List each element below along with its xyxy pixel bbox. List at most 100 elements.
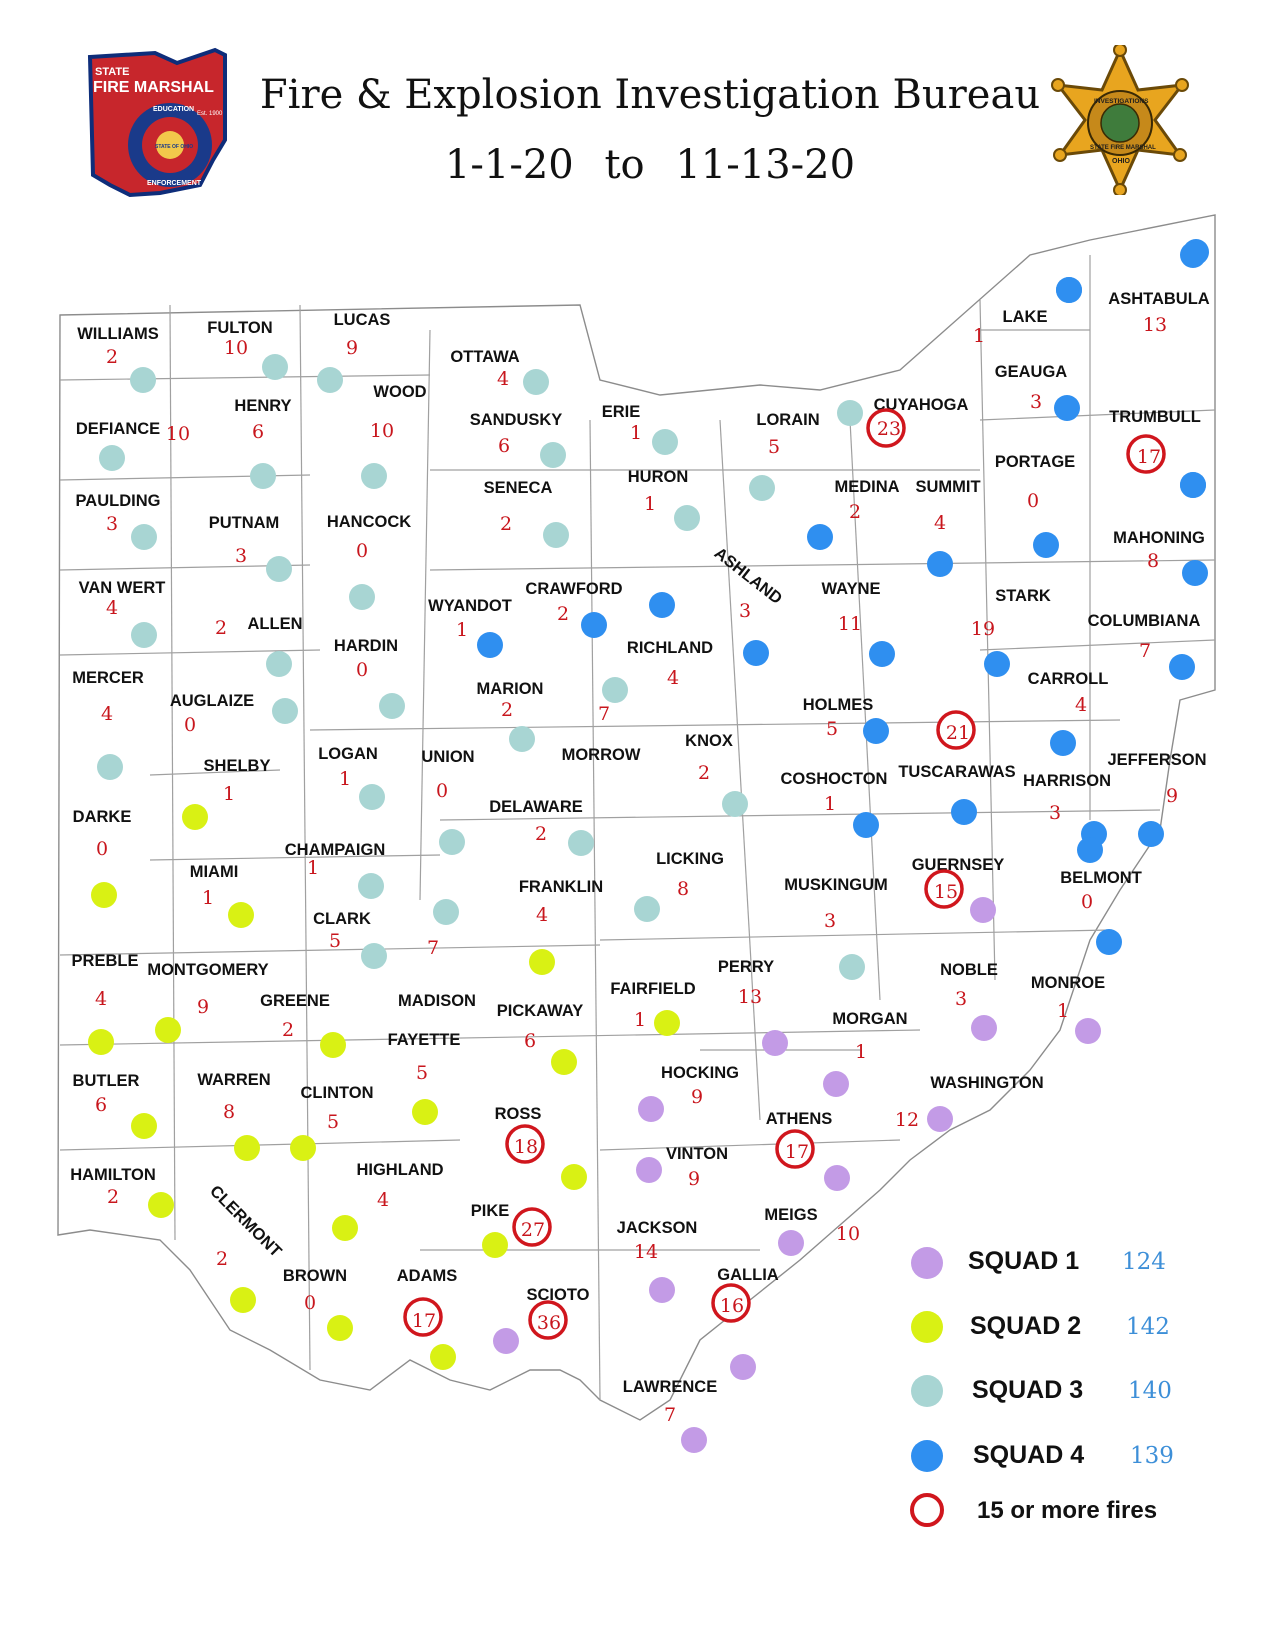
squad-dot <box>984 651 1010 677</box>
badge-text-investigations: INVESTIGATIONS <box>1094 98 1149 105</box>
county-name: SUMMIT <box>915 478 980 496</box>
county-montgomery: MONTGOMERY 9 <box>147 961 269 1043</box>
county-name: ADAMS <box>397 1267 458 1285</box>
legend-squad-3-total: 140 <box>1128 1378 1172 1404</box>
county-fire-count: 2 <box>282 1019 294 1041</box>
county-hancock: HANCOCK 0 <box>327 513 411 610</box>
county-name: LORAIN <box>756 411 819 429</box>
county-fire-count: 10 <box>836 1223 860 1245</box>
county-fire-count: 9 <box>197 996 209 1018</box>
county-name: CHAMPAIGN <box>285 841 386 859</box>
county-name: DEFIANCE <box>76 420 160 438</box>
county-name: MARION <box>477 680 544 698</box>
squad-dot <box>543 522 569 548</box>
county-fire-count: 0 <box>1081 891 1093 913</box>
county-name: BUTLER <box>73 1072 140 1090</box>
county-guernsey: GUERNSEY 15 <box>912 856 1004 923</box>
county-putnam: PUTNAM 3 <box>209 514 292 582</box>
squad-dot <box>482 1232 508 1258</box>
county-name: PAULDING <box>76 492 161 510</box>
county-franklin: FRANKLIN 4 <box>519 878 603 975</box>
county-fire-count: 6 <box>524 1030 536 1052</box>
county-noble: NOBLE 3 <box>940 961 998 1041</box>
county-name: HOLMES <box>803 696 874 714</box>
county-name: JEFFERSON <box>1107 751 1206 769</box>
county-jackson: JACKSON 14 <box>617 1219 697 1303</box>
county-adams: ADAMS 17 <box>397 1267 458 1370</box>
county-fire-count: 10 <box>166 423 190 445</box>
squad-dot <box>509 726 535 752</box>
county-name: NOBLE <box>940 961 998 979</box>
county-name: PERRY <box>718 958 774 976</box>
county-name: AUGLAIZE <box>170 692 254 710</box>
county-fire-count: 6 <box>252 421 264 443</box>
county-fire-count: 2 <box>501 699 513 721</box>
county-union: UNION 0 <box>421 748 475 855</box>
squad-dot <box>561 1164 587 1190</box>
county-fire-count: 4 <box>536 904 548 926</box>
county-name: CLARK <box>313 910 371 928</box>
squad-dot <box>290 1135 316 1161</box>
squad-dot <box>778 1230 804 1256</box>
county-fire-count: 4 <box>497 368 509 390</box>
county-name: MUSKINGUM <box>784 876 888 894</box>
county-clinton: CLINTON 5 <box>290 1084 374 1161</box>
squad-dot <box>317 367 343 393</box>
legend-squad-3-dot <box>911 1375 943 1407</box>
county-logan: LOGAN 1 <box>318 745 385 810</box>
county-fire-count: 3 <box>824 910 836 932</box>
county-tuscarawas: TUSCARAWAS 21 <box>898 710 1016 825</box>
investigations-star-badge: INVESTIGATIONS STATE FIRE MARSHAL OHIO <box>1051 45 1189 195</box>
county-fire-count: 7 <box>598 703 610 725</box>
highlight-ring <box>711 1283 751 1323</box>
county-fire-count: 1 <box>456 619 468 641</box>
squad-dot <box>1050 730 1076 756</box>
logo-text-est: Est. 1900 <box>197 111 223 117</box>
squad-dot <box>250 463 276 489</box>
squad-dot <box>131 622 157 648</box>
county-name: MONTGOMERY <box>147 961 268 979</box>
county-wood: WOOD 10 <box>361 383 427 489</box>
squad-dot <box>540 442 566 468</box>
squad-dot <box>652 429 678 455</box>
county-fire-count: 9 <box>1166 785 1178 807</box>
county-name: HIGHLAND <box>356 1161 443 1179</box>
county-seneca: SENECA 2 <box>484 479 569 548</box>
squad-dot <box>349 584 375 610</box>
county-fire-count: 5 <box>416 1062 428 1084</box>
county-butler: BUTLER 6 <box>73 1072 157 1139</box>
county-fairfield: FAIRFIELD 1 <box>610 980 696 1036</box>
county-fire-count: 4 <box>101 703 113 725</box>
county-fire-count: 5 <box>327 1111 339 1133</box>
county-name: DELAWARE <box>489 798 583 816</box>
county-fire-count: 14 <box>634 1241 658 1263</box>
county-name: SHELBY <box>204 757 271 775</box>
county-fire-count: 7 <box>1139 640 1151 662</box>
county-fire-count: 18 <box>514 1136 538 1158</box>
county-name: LAKE <box>1003 308 1048 326</box>
highlight-ring <box>866 408 906 448</box>
legend-squad-2-total: 142 <box>1126 1314 1170 1340</box>
squad-dot <box>1180 472 1206 498</box>
squad-dot <box>99 445 125 471</box>
county-washington: WASHINGTON 12 <box>895 1074 1044 1132</box>
county-fire-count: 5 <box>826 718 838 740</box>
squad-dot <box>649 592 675 618</box>
county-miami: MIAMI 1 <box>190 863 254 928</box>
squad-dot <box>477 632 503 658</box>
county-brown: BROWN 0 <box>283 1267 353 1341</box>
squad-dot <box>266 556 292 582</box>
county-licking: LICKING 8 <box>634 850 724 922</box>
county-fire-count: 12 <box>895 1109 919 1131</box>
county-name: MORGAN <box>832 1010 907 1028</box>
squad-dot <box>674 505 700 531</box>
county-name: PIKE <box>471 1202 510 1220</box>
county-henry: HENRY 6 <box>234 397 292 489</box>
county-fire-count: 1 <box>223 783 235 805</box>
county-coshocton: COSHOCTON 1 <box>781 770 887 838</box>
squad-dot <box>272 698 298 724</box>
county-summit: SUMMIT 4 <box>915 478 981 577</box>
